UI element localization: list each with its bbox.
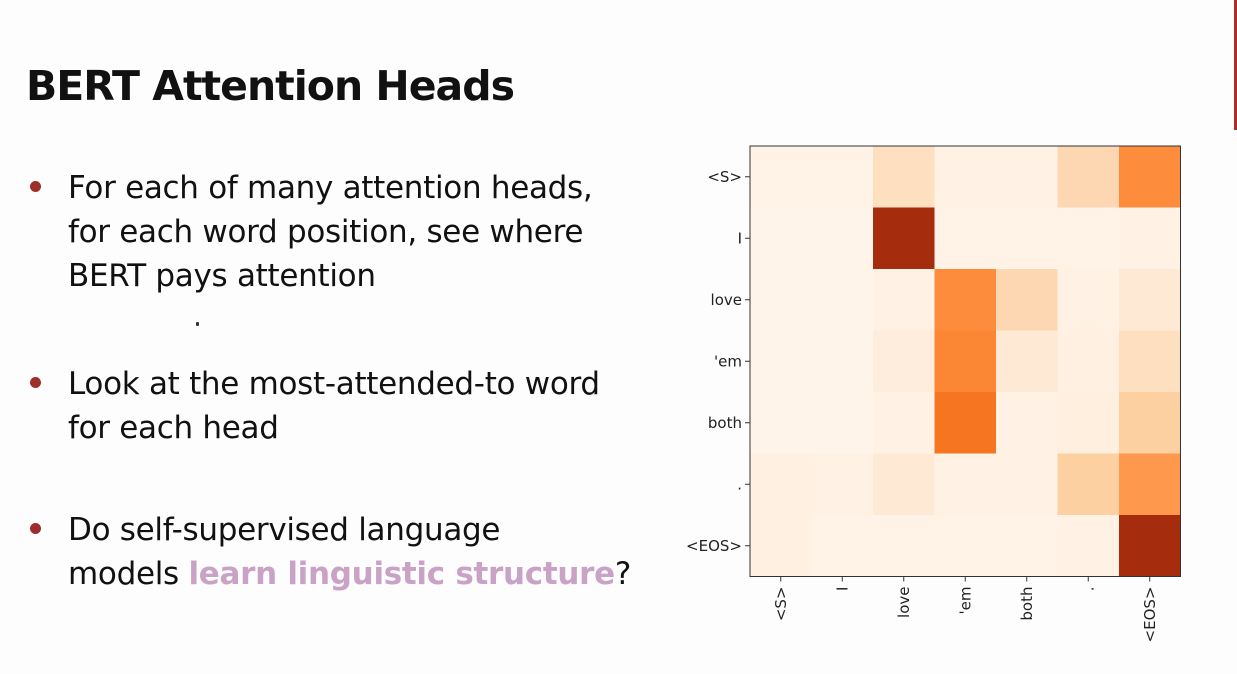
bullet-item-2: Look at the most-attended-to word for ea…: [30, 362, 600, 450]
heatmap-cell: [1057, 515, 1120, 577]
heatmap-cell: [934, 207, 997, 270]
accent-bar: [1234, 0, 1237, 130]
bullet-line: for each head: [68, 410, 279, 446]
heatmap-cell: [750, 146, 812, 208]
heatmap-cell: [934, 515, 997, 577]
heatmap-cell: [811, 453, 874, 516]
x-tick-label: <EOS>: [1141, 587, 1159, 643]
bullet-line: BERT pays attention: [68, 258, 376, 294]
x-tick-label: 'em: [956, 587, 974, 615]
y-tick-label: .: [737, 475, 742, 493]
bullet-line-suffix: ?: [614, 556, 631, 592]
x-tick-label: love: [895, 587, 913, 618]
heatmap-cell: [811, 269, 874, 331]
heatmap-cell: [996, 515, 1058, 577]
bullet-line: Look at the most-attended-to word: [68, 366, 600, 402]
heatmap-cell: [996, 330, 1058, 393]
bullet-line: For each of many attention heads,: [68, 170, 593, 206]
heatmap-cell: [1119, 515, 1181, 577]
heatmap-cell: [1057, 146, 1120, 208]
heatmap-cell: [1057, 330, 1120, 393]
bullet-line: for each word position, see where: [68, 214, 584, 250]
heatmap-cell: [750, 515, 812, 577]
heatmap-cell: [996, 146, 1058, 208]
heatmap-cell: [934, 330, 997, 393]
heatmap-cell: [934, 146, 997, 208]
heatmap-cell: [750, 207, 812, 270]
heatmap-cell: [934, 392, 997, 454]
slide-title: BERT Attention Heads: [26, 62, 515, 110]
bullet-dot: [30, 377, 41, 388]
heatmap-cell: [1119, 453, 1181, 516]
heatmap-cell: [1057, 392, 1120, 454]
bullet-dot: [30, 181, 41, 192]
heatmap-cell: [996, 392, 1058, 454]
heatmap-cell: [750, 453, 812, 516]
heatmap-cell: [1119, 269, 1181, 331]
y-tick-label: 'em: [714, 352, 742, 370]
heatmap-cell: [811, 515, 874, 577]
y-tick-label: I: [738, 229, 742, 247]
heatmap-cell: [750, 330, 812, 393]
y-tick-label: love: [711, 291, 742, 309]
heatmap-cell: [1119, 392, 1181, 454]
heatmap-cell: [811, 330, 874, 393]
heatmap-cell: [996, 269, 1058, 331]
heatmap-cell: [873, 146, 935, 208]
heatmap-cell: [811, 146, 874, 208]
bullet-line-prefix: models: [68, 556, 189, 592]
bullet-text-3: Do self-supervised language models learn…: [68, 508, 631, 596]
heatmap-cell: [750, 392, 812, 454]
heatmap-cell: [811, 207, 874, 270]
heatmap-cell: [873, 392, 935, 454]
heatmap-cell: [1057, 453, 1120, 516]
heatmap-cell: [1119, 330, 1181, 393]
stray-mark: [196, 322, 199, 326]
bullet-item-1: For each of many attention heads, for ea…: [30, 166, 593, 298]
heatmap-cell: [1119, 146, 1181, 208]
heatmap-cell: [873, 330, 935, 393]
highlighted-phrase: learn linguistic structure: [188, 556, 615, 592]
heatmap-cell: [811, 392, 874, 454]
x-tick-label: <S>: [772, 587, 790, 622]
heatmap-cell: [750, 269, 812, 331]
x-tick-label: .: [1079, 587, 1097, 592]
heatmap-cell: [1057, 269, 1120, 331]
bullet-dot: [30, 523, 41, 534]
bullet-text-2: Look at the most-attended-to word for ea…: [68, 362, 600, 450]
x-tick-label: both: [1018, 587, 1036, 621]
heatmap-cell: [934, 453, 997, 516]
heatmap-cell: [934, 269, 997, 331]
heatmap-cell: [873, 269, 935, 331]
bullet-line: Do self-supervised language: [68, 512, 501, 548]
bullet-text-1: For each of many attention heads, for ea…: [68, 166, 593, 298]
y-tick-label: <S>: [707, 168, 742, 186]
bullet-line: models learn linguistic structure?: [68, 552, 631, 596]
bullet-item-3: Do self-supervised language models learn…: [30, 508, 631, 596]
heatmap-cell: [1057, 207, 1120, 270]
x-tick-label: I: [833, 587, 851, 591]
heatmap-cell: [1119, 207, 1181, 270]
y-tick-label: <EOS>: [686, 537, 742, 555]
heatmap-cell: [873, 207, 935, 270]
heatmap-cell: [996, 207, 1058, 270]
y-tick-label: both: [708, 414, 742, 432]
heatmap-cell: [873, 453, 935, 516]
heatmap-cell: [996, 453, 1058, 516]
heatmap-cell: [873, 515, 935, 577]
